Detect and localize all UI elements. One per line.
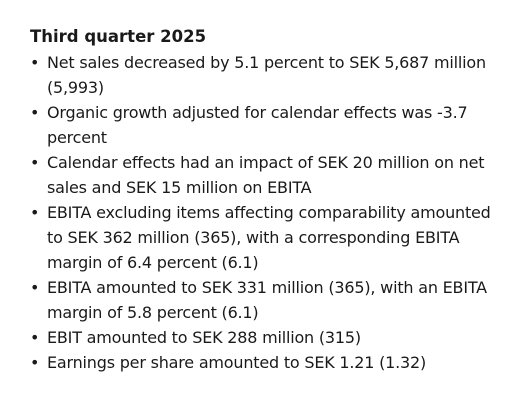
heading: Third quarter 2025 (30, 27, 207, 46)
bullet-item: Organic growth adjusted for calendar eff… (30, 100, 502, 150)
bullet-item: EBIT amounted to SEK 288 million (315) (30, 325, 502, 350)
bullet-item: EBITA excluding items affecting comparab… (30, 200, 502, 275)
bullet-item: Net sales decreased by 5.1 percent to SE… (30, 50, 502, 100)
document: Third quarter 2025 Net sales decreased b… (30, 24, 502, 375)
bullet-item: Calendar effects had an impact of SEK 20… (30, 150, 502, 200)
bullet-item: EBITA amounted to SEK 331 million (365),… (30, 275, 502, 325)
bullet-list: Net sales decreased by 5.1 percent to SE… (30, 50, 502, 375)
bullet-item: Earnings per share amounted to SEK 1.21 … (30, 350, 502, 375)
